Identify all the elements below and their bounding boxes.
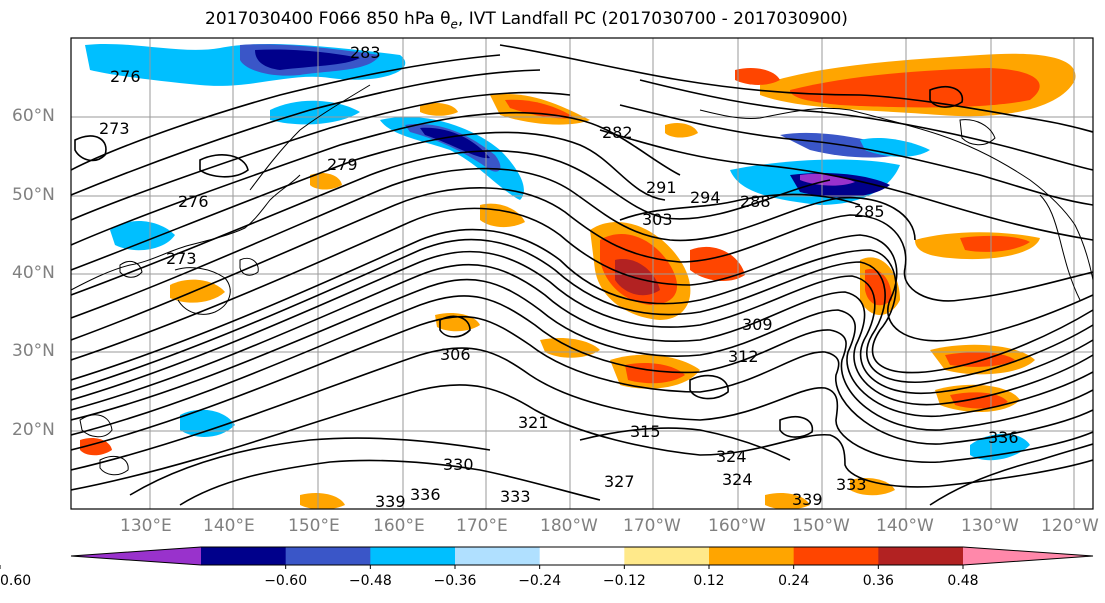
contour-label: 282 <box>602 123 633 142</box>
lon-label: 170°E <box>456 516 508 536</box>
contour-label: 283 <box>350 43 381 62</box>
colorbar-swatch <box>370 547 456 565</box>
lon-label: 180°W <box>540 516 598 536</box>
colorbar-swatch <box>793 547 879 565</box>
lon-label: 160°E <box>373 516 425 536</box>
contour-label: 291 <box>646 178 677 197</box>
contour-label: 339 <box>792 490 823 509</box>
colorbar-swatch <box>455 547 541 565</box>
graticule <box>71 38 1093 509</box>
lat-label: 20°N <box>12 420 55 440</box>
colorbar-tick-label: 0.36 <box>862 573 894 589</box>
figure-title: 2017030400 F066 850 hPa θe, IVT Landfall… <box>205 9 848 32</box>
colorbar-swatch <box>539 547 625 565</box>
contour-label: 336 <box>410 485 441 504</box>
lon-label: 150°W <box>792 516 850 536</box>
lat-label: 30°N <box>12 341 55 361</box>
colorbar-outline <box>70 546 1094 566</box>
colorbar-swatch <box>285 547 371 565</box>
contour-label: 303 <box>642 210 673 229</box>
contour-label: 279 <box>327 155 358 174</box>
map-plot-area <box>71 38 1093 509</box>
lon-label: 140°W <box>876 516 934 536</box>
colorbar-tick-label: −0.36 <box>433 573 477 589</box>
contour-label: 315 <box>630 422 661 441</box>
contour-label: 276 <box>178 192 209 211</box>
colorbar-tick-label: −0.12 <box>602 573 646 589</box>
contour-label: 333 <box>836 475 867 494</box>
colorbar-tick-label: −0.24 <box>518 573 562 589</box>
colorbar-swatch <box>624 547 710 565</box>
contour-label: 327 <box>604 472 635 491</box>
contour-label: 321 <box>518 413 549 432</box>
lon-label: 140°E <box>203 516 255 536</box>
lon-label: 150°E <box>288 516 340 536</box>
contour-label: 324 <box>716 447 747 466</box>
contour-label: 339 <box>375 492 406 511</box>
contour-label: 285 <box>854 202 885 221</box>
colorbar-swatch <box>878 547 964 565</box>
contour-label: 333 <box>500 487 531 506</box>
lat-label: 60°N <box>12 106 55 126</box>
lon-label: 130°W <box>961 516 1019 536</box>
colorbar-tick-label: −0.48 <box>348 573 392 589</box>
lat-label: 40°N <box>12 263 55 283</box>
contour-label: 336 <box>988 428 1019 447</box>
lon-label: 160°W <box>708 516 766 536</box>
colorbar-tick-label: 0.24 <box>778 573 810 589</box>
contour-label: 306 <box>440 345 471 364</box>
lon-label: 170°W <box>623 516 681 536</box>
coastlines <box>71 84 1093 476</box>
colorbar-extend-high <box>963 547 1093 565</box>
theta-e-contours <box>71 44 1093 506</box>
contour-label: 273 <box>99 119 130 138</box>
contour-labels: 283 276 273 279 276 273 282 291 294 288 … <box>99 43 1019 511</box>
colorbar-tick-label: −0.60 <box>264 573 308 589</box>
contour-label: 309 <box>742 315 773 334</box>
contour-label: 324 <box>722 470 753 489</box>
contour-label: 312 <box>728 347 759 366</box>
map-frame <box>70 37 1094 510</box>
lon-label: 130°E <box>120 516 172 536</box>
colorbar-extend-low <box>71 547 201 565</box>
colorbar-tick-label: 0.60 <box>0 573 32 589</box>
lat-label: 50°N <box>12 185 55 205</box>
contour-label: 330 <box>443 455 474 474</box>
contour-label: 288 <box>740 192 771 211</box>
contour-label: 273 <box>166 249 197 268</box>
anomaly-shading <box>80 43 1076 509</box>
lon-label: 120°W <box>1041 516 1099 536</box>
colorbar <box>0 546 1094 569</box>
contour-label: 276 <box>110 67 141 86</box>
colorbar-tick-label: 0.48 <box>947 573 979 589</box>
colorbar-tick-label: 0.12 <box>693 573 725 589</box>
colorbar-swatch <box>709 547 795 565</box>
contour-label: 294 <box>690 188 721 207</box>
colorbar-swatch <box>201 547 287 565</box>
